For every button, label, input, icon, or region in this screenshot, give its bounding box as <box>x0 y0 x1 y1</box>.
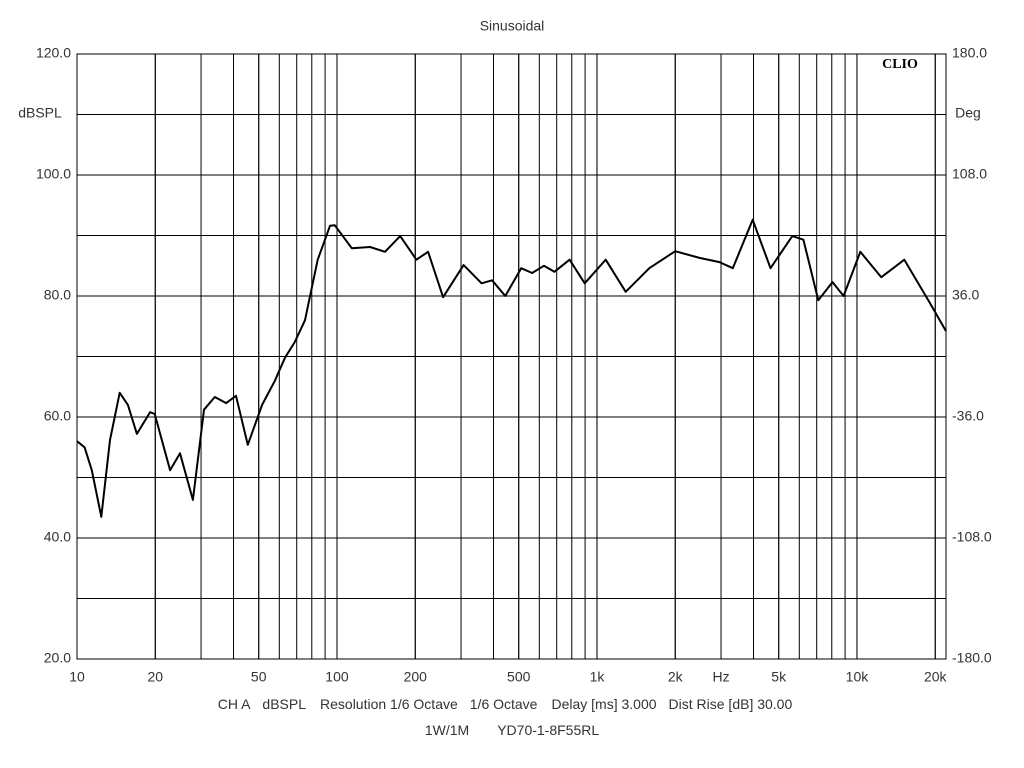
y2-tick-label: 36.0 <box>952 287 979 303</box>
y2-tick-label: -180.0 <box>952 650 992 666</box>
footer-line1: CH A dBSPL Resolution 1/6 Octave 1/6 Octave… <box>218 696 793 712</box>
x-tick-label: 100 <box>325 669 349 685</box>
x-tick-label: 5k <box>771 669 787 685</box>
y-tick-label: 100.0 <box>36 166 71 182</box>
chart-title: Sinusoidal <box>480 18 545 34</box>
y-tick-label: 40.0 <box>44 529 71 545</box>
y2-tick-label: 180.0 <box>952 45 987 61</box>
y-axis-label: dBSPL <box>18 105 62 121</box>
x-tick-label: 1k <box>590 669 606 685</box>
y-tick-label: 20.0 <box>44 650 71 666</box>
footer-text: dBSPL <box>262 696 306 712</box>
y-tick-label: 60.0 <box>44 408 71 424</box>
x-tick-label: 10k <box>846 669 870 685</box>
footer-text: CH A <box>218 696 251 712</box>
y2-tick-label: -108.0 <box>952 529 992 545</box>
footer-text: Resolution 1/6 Octave <box>320 696 458 712</box>
footer-text: Delay [ms] 3.000 <box>551 696 656 712</box>
x-axis-unit: Hz <box>712 669 729 685</box>
x-tick-label: 2k <box>668 669 684 685</box>
x-tick-label: 500 <box>507 669 531 685</box>
x-tick-label: 20 <box>147 669 163 685</box>
y2-tick-label: 108.0 <box>952 166 987 182</box>
footer-text: Dist Rise [dB] 30.00 <box>669 696 793 712</box>
x-tick-label: 50 <box>251 669 267 685</box>
response-line <box>76 218 947 518</box>
logo: CLIO <box>882 57 918 72</box>
x-tick-label: 200 <box>404 669 428 685</box>
footer-text: 1/6 Octave <box>470 696 538 712</box>
x-tick-label: 20k <box>924 669 948 685</box>
y-tick-label: 80.0 <box>44 287 71 303</box>
footer-text: 1W/1M <box>425 722 469 738</box>
footer-line2: 1W/1M YD70-1-8F55RL <box>425 722 599 738</box>
footer-text: YD70-1-8F55RL <box>497 722 599 738</box>
y2-tick-label: -36.0 <box>952 408 984 424</box>
y2-axis-label: Deg <box>955 105 981 121</box>
x-tick-label: 10 <box>69 669 85 685</box>
y-tick-label: 120.0 <box>36 45 71 61</box>
